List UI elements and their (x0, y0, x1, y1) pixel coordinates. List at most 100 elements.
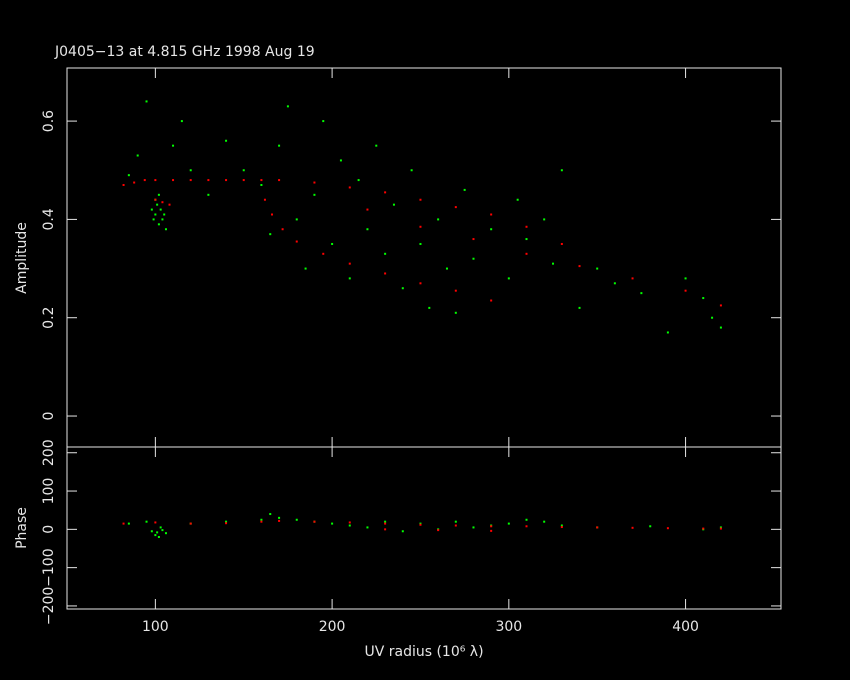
point (154, 521, 157, 524)
point (472, 257, 475, 260)
point (189, 169, 192, 172)
point (640, 292, 643, 295)
point (127, 174, 130, 177)
point (357, 179, 360, 182)
plot-frame (66, 446, 782, 610)
point (163, 213, 166, 216)
point (454, 520, 457, 523)
point (560, 242, 563, 245)
point (331, 242, 334, 245)
point (295, 240, 298, 243)
point (463, 188, 466, 191)
point (348, 521, 351, 524)
point (392, 203, 395, 206)
point (375, 144, 378, 147)
y-axis-label: Phase (14, 507, 30, 549)
x-axis-label: UV radius (10⁶ λ) (364, 644, 483, 660)
point (172, 144, 175, 147)
point (384, 252, 387, 255)
point (278, 144, 281, 147)
point (490, 213, 493, 216)
point (684, 277, 687, 280)
point (154, 534, 157, 537)
point (437, 218, 440, 221)
point (157, 223, 160, 226)
point (133, 181, 136, 184)
point (428, 306, 431, 309)
point (260, 179, 263, 182)
point (560, 526, 563, 529)
point (419, 242, 422, 245)
point (454, 311, 457, 314)
point (159, 208, 162, 211)
point (684, 289, 687, 292)
point (164, 228, 167, 231)
point (278, 516, 281, 519)
point (225, 139, 228, 142)
point (366, 526, 369, 529)
point (168, 203, 171, 206)
point (281, 228, 284, 231)
point (313, 193, 316, 196)
y-tick-label: 200 (41, 439, 57, 466)
point (157, 536, 160, 538)
point (516, 198, 519, 201)
point (207, 193, 210, 196)
point (454, 524, 457, 527)
point (156, 531, 159, 534)
point (172, 179, 175, 182)
point (260, 183, 263, 186)
point (384, 520, 387, 523)
point (666, 331, 669, 334)
point (159, 526, 162, 529)
point (295, 218, 298, 221)
point (525, 518, 528, 521)
point (161, 201, 164, 204)
point (242, 169, 245, 172)
y-tick-label: 0 (41, 412, 57, 421)
x-tick-label: 200 (319, 619, 346, 635)
point (161, 529, 164, 532)
point (560, 524, 563, 527)
point (401, 530, 404, 533)
point (578, 306, 581, 309)
point (719, 527, 722, 530)
point (322, 252, 325, 255)
point (260, 518, 263, 521)
chart-title: J0405−13 at 4.815 GHz 1998 Aug 19 (54, 44, 315, 60)
y-axis-label: Amplitude (14, 222, 30, 294)
point (271, 213, 274, 216)
point (225, 520, 228, 523)
point (242, 179, 245, 182)
point (525, 225, 528, 228)
point (143, 179, 146, 182)
point (278, 179, 281, 182)
point (366, 208, 369, 211)
point (154, 179, 157, 182)
y-tick-label: 0.4 (41, 208, 57, 230)
point (156, 203, 159, 206)
point (490, 299, 493, 302)
point (189, 522, 192, 525)
point (286, 105, 289, 108)
point (543, 520, 546, 523)
point (560, 169, 563, 172)
point (154, 213, 157, 216)
point (472, 526, 475, 529)
point (339, 159, 342, 162)
point (596, 267, 599, 270)
point (161, 218, 164, 221)
point (180, 120, 183, 123)
point (543, 218, 546, 221)
point (454, 289, 457, 292)
point (150, 208, 153, 211)
point (525, 525, 528, 528)
point (348, 186, 351, 189)
y-tick-label: −200 (41, 587, 57, 625)
point (331, 522, 334, 525)
point (419, 523, 422, 526)
point (348, 524, 351, 527)
point (490, 525, 493, 528)
